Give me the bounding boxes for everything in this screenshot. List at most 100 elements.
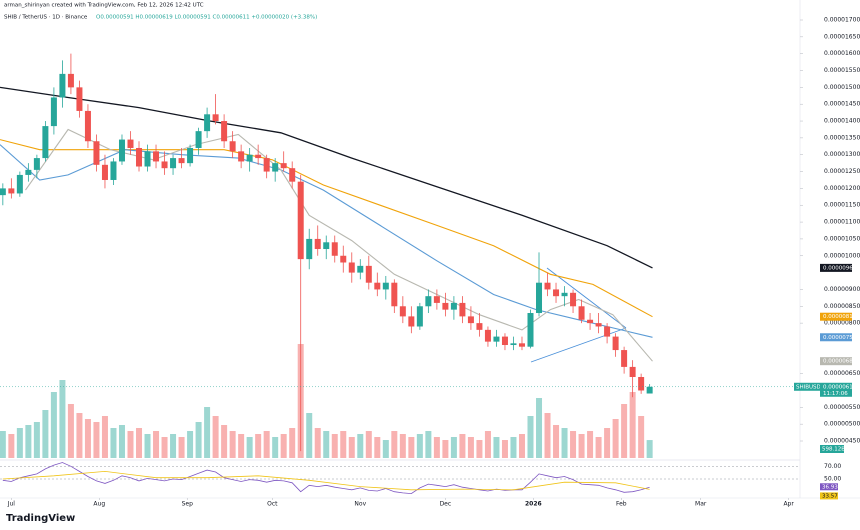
volume-bar [450,437,457,458]
y-tick-label: 0.00000550 [824,404,860,411]
symbol-tag-box [794,382,820,391]
candle-body [578,306,585,320]
volume-bar [221,425,228,458]
price-label-box [820,357,852,366]
volume-bar [570,431,577,458]
volume-bar [101,416,108,458]
y-tick-label: 0.00000800 [824,320,860,327]
volume-bar [272,437,279,458]
triangle-drawing [530,267,627,363]
volume-bar [536,398,543,458]
candle-body [621,350,628,367]
volume-bar [629,392,636,458]
rsi-tick-label: 50.00 [824,476,841,483]
candle-body [195,131,202,148]
candle-body [638,377,645,391]
rsi-ma-label: 33.57 [822,493,838,499]
candle-body [263,158,270,172]
candle-body [25,169,32,175]
volume-bar [306,413,313,458]
candle-body [33,158,40,170]
price-label-box [820,263,852,272]
x-tick-label: Oct [267,501,278,508]
y-tick-label: 0.00001600 [824,50,860,57]
candle-body [246,154,253,162]
volume-bar [144,434,151,458]
countdown: 11:17:06 [823,391,848,397]
candle-body [391,282,398,307]
candle-body [178,158,185,164]
volume-bar [578,434,585,458]
price-label-box [820,333,852,342]
volume-bar [595,437,602,458]
candle-body [399,306,406,317]
volume-bar [42,410,49,458]
candle-body [289,168,296,182]
volume-bar [255,434,262,458]
volume-bar [365,431,372,458]
volume-bar [178,437,185,458]
rsi-label: 36.93 [822,484,838,490]
volume-bar [323,431,330,458]
price-label-box [820,312,852,321]
volume-bar [518,434,525,458]
volume-bar [195,422,202,458]
y-tick-label: 0.00001300 [824,151,860,158]
volume-bar [544,413,551,458]
volume-bar [84,419,91,458]
rsi-ma-label-box [820,492,838,500]
candle-body [374,282,381,290]
volume-bar [399,434,406,458]
volume-bar [263,431,270,458]
candle-body [518,343,525,347]
volume-bar [408,437,415,458]
volume-bar [67,404,74,458]
volume-bar [382,440,389,458]
trend-line [546,267,627,329]
volume-bar [493,437,500,458]
volume-bar [621,404,628,458]
rsi-line [2,462,650,495]
volume-bar [587,431,594,458]
volume-bar [16,428,23,458]
rsi-ma-line [2,470,650,491]
ohlc-legend: O0.00000591 H0.00000619 L0.00000591 C0.0… [96,15,317,21]
candle-body [0,188,6,196]
volume-bar [561,428,568,458]
candle-body [348,262,355,273]
candle-body [365,265,372,283]
volume-bar [501,440,508,458]
candle-body [536,282,543,314]
candle-body [229,141,236,152]
volume-bar [8,434,15,458]
price-label: 0.00000687 [823,359,857,365]
candle-body [127,139,134,148]
y-tick-label: 0.00001450 [824,101,860,108]
volume-bar [76,413,83,458]
volume-bar [340,431,347,458]
volume-bar [280,434,287,458]
x-tick-label: Dec [440,501,452,508]
price-label: 0.00000758 [823,335,857,341]
rsi-tick-label: 70.00 [824,463,841,470]
candle-body [161,161,168,169]
candle-body [272,163,279,172]
candle-body [153,151,160,162]
volume-bar [289,428,296,458]
volume-bar [153,431,160,458]
candle-body [357,265,364,273]
candle-body [50,97,57,127]
volume-bar [50,392,57,458]
candle-body [553,289,560,297]
volume-bar [638,416,645,458]
candle-body [331,242,338,256]
x-tick-label: Feb [616,501,627,508]
candle-body [16,174,23,194]
volume-bar [357,434,364,458]
volume-bar [170,434,177,458]
candle-body [561,292,568,297]
candle-body [170,158,177,169]
y-tick-label: 0.00000450 [824,438,860,445]
last-price-label: 0.00000611 [823,384,856,390]
